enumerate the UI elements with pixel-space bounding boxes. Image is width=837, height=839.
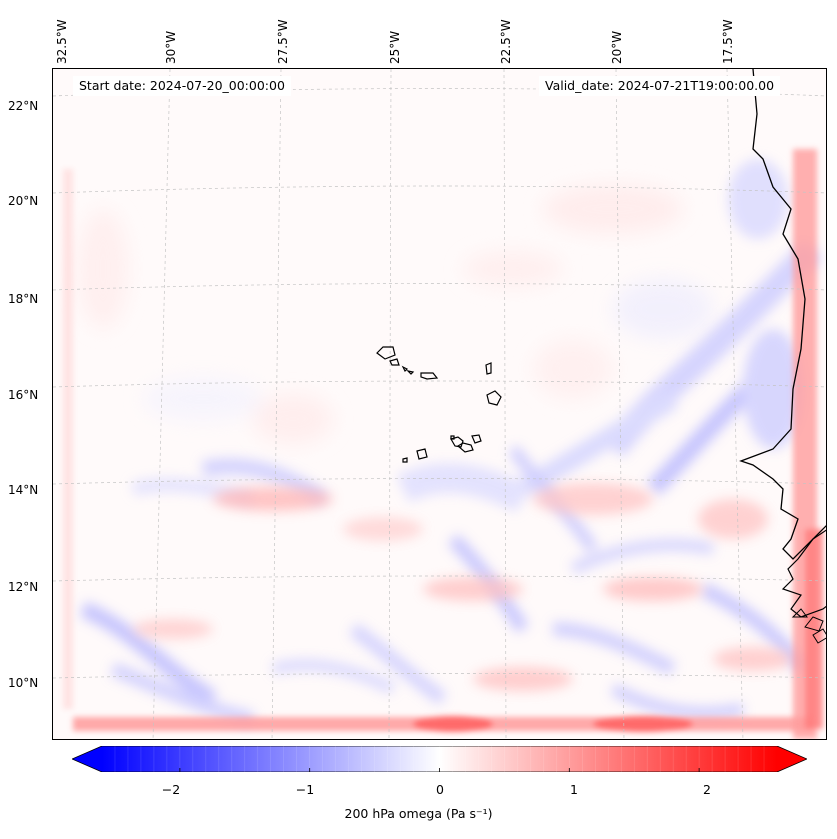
- colorbar-body: [102, 746, 777, 772]
- colorbar-title: 200 hPa omega (Pa s⁻¹): [344, 806, 493, 821]
- colorbar-extend-right: [777, 746, 807, 772]
- colorbar-tick-label: −1: [295, 782, 315, 797]
- boundary-strips: [63, 149, 823, 739]
- graticule: [53, 69, 826, 739]
- faint-patches: [78, 184, 713, 444]
- colorbar-ticks: [114, 746, 765, 772]
- coastline: [739, 69, 826, 560]
- lat-label-20n: 20°N: [8, 194, 39, 208]
- cape-verde-islands: [376, 346, 502, 463]
- lon-label-30w: 30°W: [164, 30, 178, 64]
- blue-structures: [79, 159, 823, 726]
- lon-label-27-5w: 27.5°W: [276, 19, 290, 64]
- red-structures: [133, 483, 793, 691]
- coastline-south: [781, 529, 826, 618]
- lon-label-32-5w: 32.5°W: [55, 19, 69, 64]
- valid-date-label: Valid_date: 2024-07-21T19:00:00.00: [539, 76, 781, 96]
- colorbar-tick-label: 2: [703, 782, 711, 797]
- lon-label-22-5w: 22.5°W: [499, 19, 513, 64]
- colorbar-svg: [70, 745, 809, 773]
- lat-label-10n: 10°N: [8, 676, 39, 690]
- start-date-label: Start date: 2024-07-20_00:00:00: [73, 76, 291, 96]
- lat-label-18n: 18°N: [8, 292, 39, 306]
- lat-label-14n: 14°N: [8, 483, 39, 497]
- lon-label-17-5w: 17.5°W: [721, 19, 735, 64]
- lon-label-20w: 20°W: [610, 30, 624, 64]
- lat-label-22n: 22°N: [8, 99, 39, 113]
- coastal-islands: [791, 608, 826, 644]
- lon-label-25w: 25°W: [388, 30, 402, 64]
- colorbar-tick-label: −2: [161, 782, 181, 797]
- lat-label-12n: 12°N: [8, 580, 39, 594]
- lat-label-16n: 16°N: [8, 388, 39, 402]
- colorbar-tick-label: 1: [570, 782, 578, 797]
- colorbar-tick-label: 0: [436, 782, 444, 797]
- colorbar-extend-left: [72, 746, 102, 772]
- omega-field-map: [53, 69, 826, 739]
- map-panel[interactable]: [52, 68, 827, 740]
- colorbar: [70, 745, 809, 773]
